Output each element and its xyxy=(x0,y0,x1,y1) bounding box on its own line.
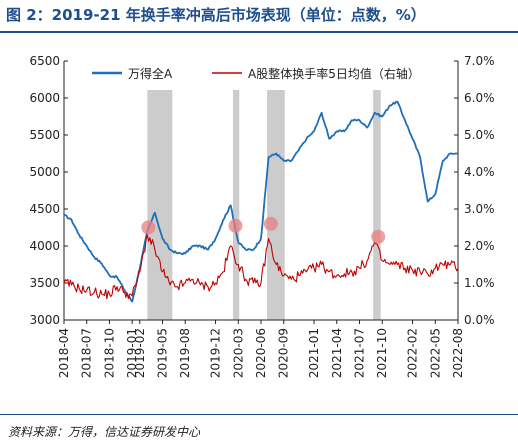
right-tick-label: 2.0% xyxy=(464,239,495,253)
shaded-period xyxy=(147,90,173,320)
x-tick-label: 2021-01 xyxy=(307,328,321,378)
left-tick-label: 4000 xyxy=(29,239,60,253)
x-tick-label: 2021-10 xyxy=(375,328,389,378)
x-tick-label: 2022-08 xyxy=(451,328,465,378)
peak-markers xyxy=(141,216,386,244)
shaded-periods xyxy=(147,90,381,320)
left-tick-label: 6500 xyxy=(29,54,60,68)
x-tick-label: 2018-04 xyxy=(57,328,71,378)
x-tick-label: 2020-09 xyxy=(277,328,291,378)
peak-marker xyxy=(371,229,386,244)
legend-label-series-2: A股整体换手率5日均值（右轴） xyxy=(248,66,420,81)
right-tick-label: 0.0% xyxy=(464,313,495,327)
x-tick-label: 2022-05 xyxy=(428,328,442,378)
x-tick-label: 2019-08 xyxy=(178,328,192,378)
left-tick-label: 4500 xyxy=(29,202,60,216)
x-tick-label: 2019-02 xyxy=(133,328,147,378)
left-tick-label: 3000 xyxy=(29,313,60,327)
shaded-period xyxy=(232,90,240,320)
left-tick-label: 3500 xyxy=(29,276,60,290)
series-line-turnover xyxy=(63,234,459,300)
right-tick-label: 1.0% xyxy=(464,276,495,290)
right-tick-label: 6.0% xyxy=(464,91,495,105)
x-tick-label: 2022-02 xyxy=(406,328,420,378)
right-tick-label: 4.0% xyxy=(464,165,495,179)
source-note: 资料来源：万得，信达证券研发中心 xyxy=(8,425,201,439)
peak-marker xyxy=(141,220,156,235)
left-tick-label: 5500 xyxy=(29,128,60,142)
x-tick-label: 2019-05 xyxy=(156,328,170,378)
series-lines xyxy=(63,100,459,303)
shaded-period xyxy=(267,90,285,320)
peak-marker xyxy=(263,216,278,231)
left-tick-label: 5000 xyxy=(29,165,60,179)
right-tick-label: 7.0% xyxy=(464,54,495,68)
title-rule xyxy=(0,31,518,33)
shaded-period xyxy=(373,90,381,320)
chart-axes: 3000 3500 4000 4500 5000 5500 6000 6500 0.0% 1.0%… xyxy=(29,54,494,378)
right-tick-label: 5.0% xyxy=(464,128,495,142)
x-tick-label: 2021-07 xyxy=(353,328,367,378)
x-tick-label: 2019-12 xyxy=(209,328,223,378)
series-line-wind-all-a xyxy=(63,100,458,303)
bottom-rule xyxy=(0,414,518,415)
legend-label-series-1: 万得全A xyxy=(128,66,173,81)
x-tick-label: 2018-10 xyxy=(102,328,116,378)
right-tick-label: 3.0% xyxy=(464,202,495,216)
left-tick-label: 6000 xyxy=(29,91,60,105)
legend: 万得全A A股整体换手率5日均值（右轴） xyxy=(92,66,420,81)
x-tick-label: 2019-01 xyxy=(125,328,139,378)
peak-marker xyxy=(228,218,243,233)
x-tick-label: 2018-07 xyxy=(80,328,94,378)
x-tick-label: 2020-03 xyxy=(231,328,245,378)
x-tick-label: 2021-04 xyxy=(330,328,344,378)
chart-title: 图 2：2019-21 年换手率冲高后市场表现（单位：点数，%） xyxy=(6,6,426,24)
x-tick-label: 2020-06 xyxy=(254,328,268,378)
